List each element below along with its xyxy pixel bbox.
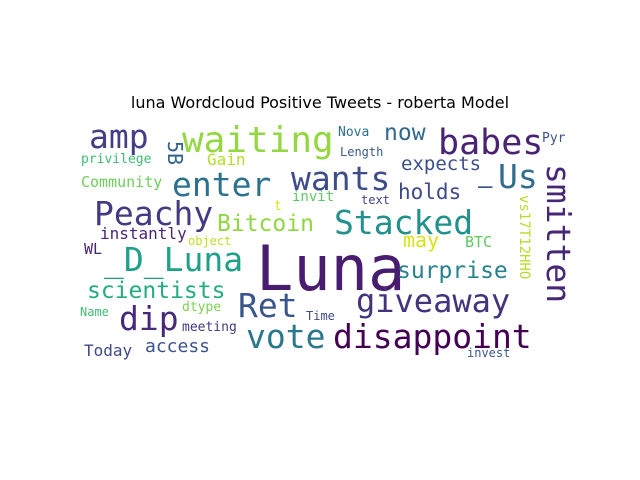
word-dtype: dtype — [182, 300, 222, 315]
word-luna: Luna — [256, 232, 406, 305]
word-disappoint: disappoint — [333, 317, 532, 356]
word-d-luna: _D_Luna — [104, 240, 244, 279]
word-enter: enter — [172, 165, 272, 204]
word-wl: WL — [84, 240, 103, 258]
word-vs17t12hho: vs17T12HHO — [516, 195, 532, 280]
word-wants: wants — [291, 159, 391, 198]
word-smitten: smitten — [539, 164, 578, 304]
word-may: may — [403, 228, 440, 252]
word-gain: Gain — [207, 150, 246, 169]
chart-title: luna Wordcloud Positive Tweets - roberta… — [130, 93, 510, 112]
word-instantly: instantly — [100, 224, 187, 243]
word-giveaway: giveaway — [356, 282, 511, 320]
word-surprise: surprise — [397, 258, 508, 284]
word-scientists: scientists — [87, 278, 226, 304]
word-community: Community — [81, 173, 163, 191]
word-stacked: Stacked — [334, 203, 474, 242]
word-waiting: waiting — [182, 120, 334, 161]
word-peachy: Peachy — [94, 194, 214, 233]
word-meeting: meeting — [182, 320, 237, 335]
word-dash: — — [478, 172, 493, 200]
word-nova: Nova — [338, 125, 370, 140]
word-vote: vote — [246, 317, 326, 356]
word-name: Name — [80, 305, 109, 319]
word-bitcoin: Bitcoin — [217, 211, 314, 237]
word-holds: holds — [398, 180, 462, 204]
word-text: text — [361, 193, 390, 207]
word-5b: 5B — [163, 141, 187, 166]
word-expects: expects — [401, 153, 482, 175]
word-time: Time — [306, 309, 335, 323]
word-today: Today — [84, 341, 133, 360]
word-amp: amp — [89, 117, 149, 156]
word-access: access — [145, 336, 211, 357]
word-dip: dip — [119, 299, 179, 338]
word-invit: invit — [292, 189, 335, 205]
word-cloud: Luna waiting babes amp enter wants Us — … — [80, 117, 578, 360]
word-btc: BTC — [465, 233, 493, 251]
word-now: now — [384, 120, 426, 146]
word-privilege: privilege — [81, 152, 152, 167]
word-us: Us — [498, 157, 538, 196]
word-invest: invest — [467, 346, 511, 360]
word-object: object — [188, 234, 232, 248]
word-t: t — [274, 199, 282, 214]
word-length: Length — [340, 145, 384, 159]
word-babes: babes — [438, 123, 544, 163]
word-ret: Ret — [238, 286, 298, 325]
word-pyr: Pyr — [542, 131, 566, 146]
